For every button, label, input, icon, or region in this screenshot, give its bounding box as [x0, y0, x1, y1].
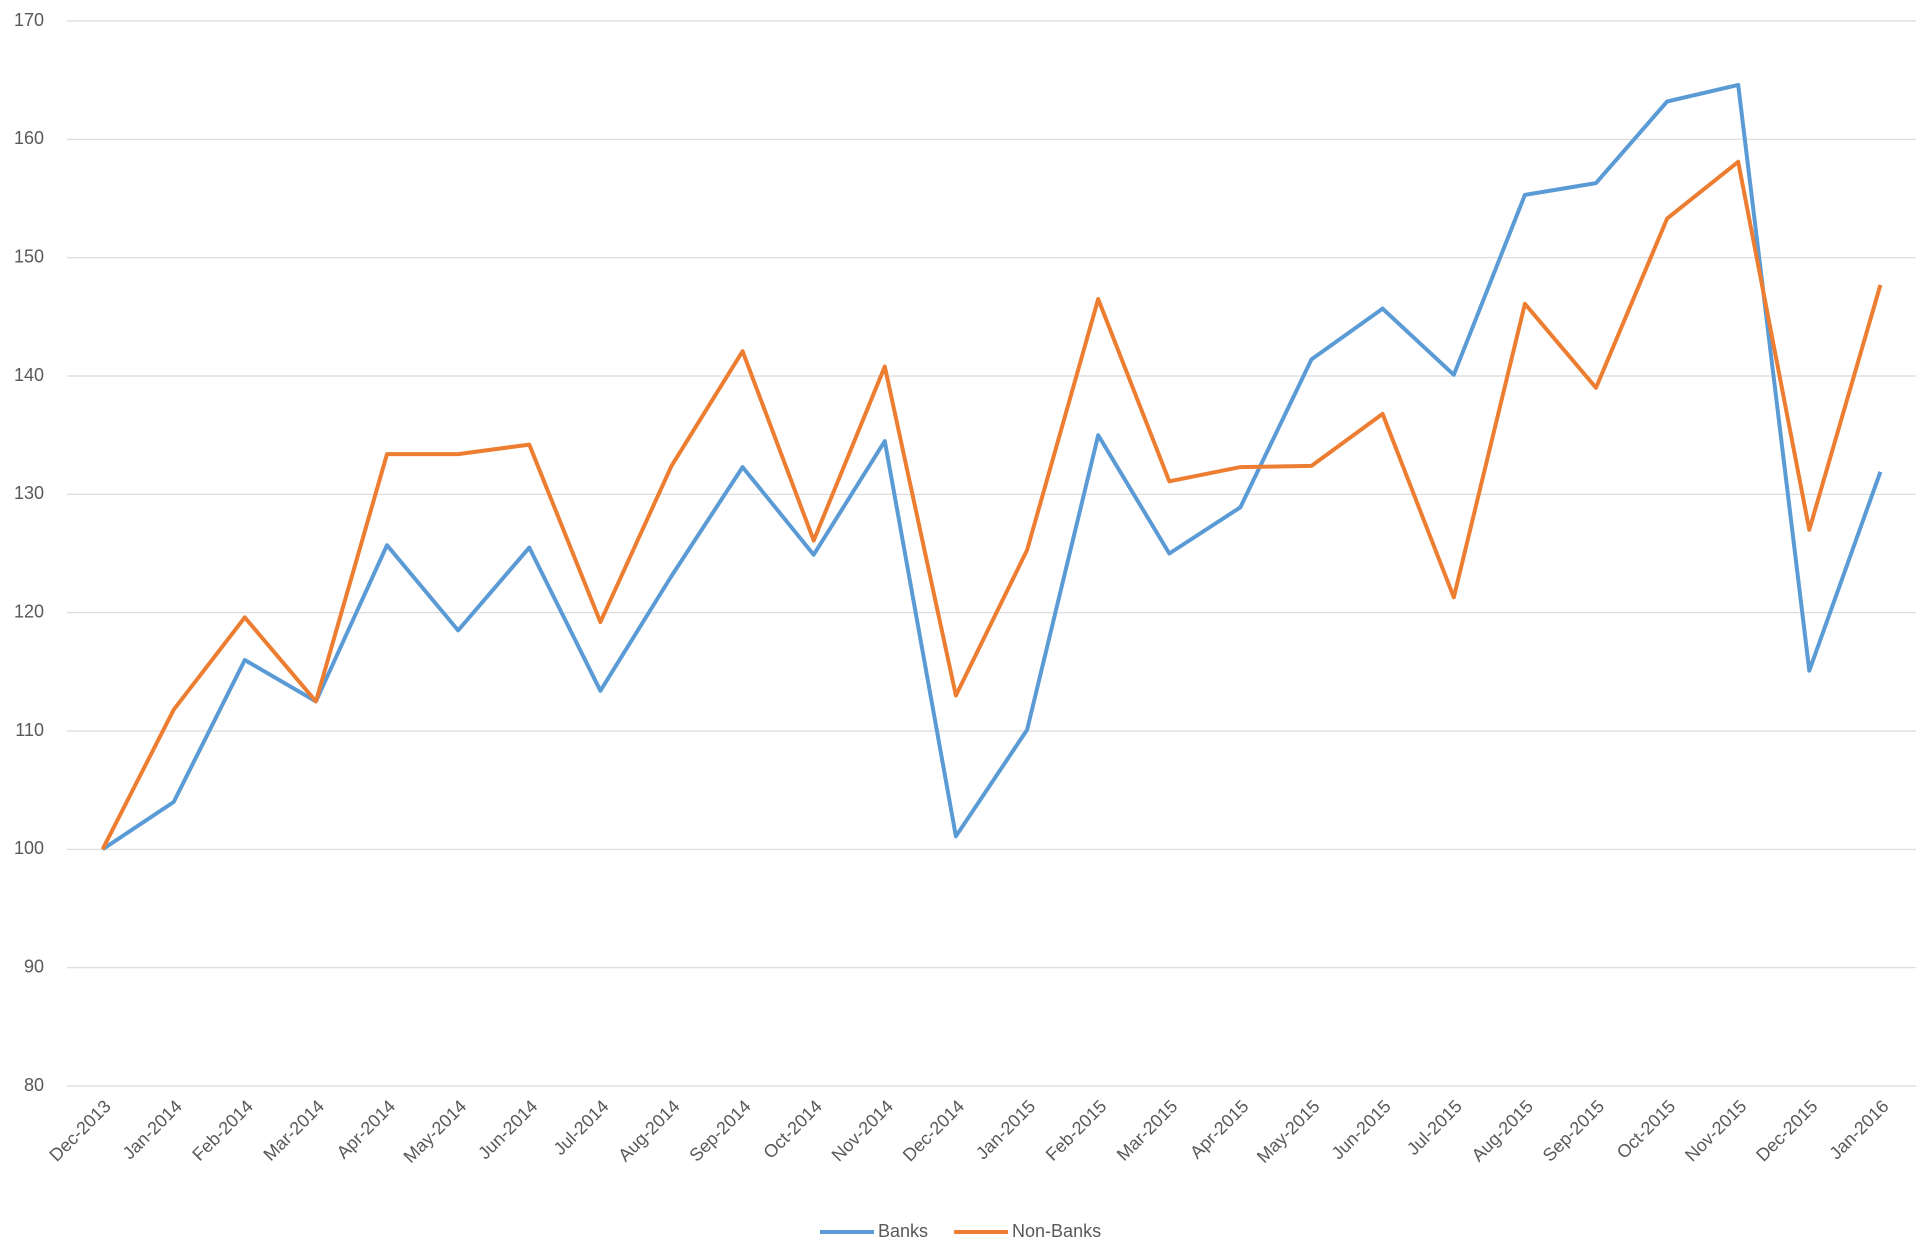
x-tick-label: Mar-2015	[1113, 1096, 1182, 1165]
x-tick-label: Apr-2014	[333, 1096, 400, 1163]
y-tick-label: 100	[14, 838, 44, 858]
x-tick-label: May-2014	[400, 1096, 471, 1167]
x-tick-label: Feb-2014	[188, 1096, 257, 1165]
y-tick-label: 110	[15, 720, 44, 740]
x-tick-label: Nov-2015	[1681, 1096, 1750, 1165]
x-tick-label: Jan-2014	[119, 1096, 186, 1163]
x-tick-label: Sep-2014	[685, 1096, 754, 1165]
y-tick-label: 80	[24, 1075, 44, 1095]
legend-label: Non-Banks	[1012, 1221, 1101, 1241]
x-tick-label: Jan-2016	[1825, 1096, 1892, 1163]
x-tick-label: Nov-2014	[828, 1096, 897, 1165]
x-tick-label: Aug-2015	[1468, 1096, 1537, 1165]
y-tick-label: 120	[14, 601, 44, 621]
x-tick-label: Sep-2015	[1539, 1096, 1608, 1165]
series-line	[101, 82, 1883, 851]
y-tick-label: 140	[14, 365, 44, 385]
y-tick-label: 160	[14, 128, 44, 148]
x-tick-label: Dec-2014	[899, 1096, 968, 1165]
x-tick-label: May-2015	[1253, 1096, 1324, 1167]
x-tick-label: Jan-2015	[972, 1096, 1039, 1163]
x-tick-label: Dec-2013	[45, 1096, 114, 1165]
x-tick-label: Jul-2014	[550, 1096, 613, 1159]
x-tick-label: Jun-2015	[1328, 1096, 1395, 1163]
x-tick-label: Oct-2014	[759, 1096, 826, 1163]
x-tick-label: Aug-2014	[614, 1096, 683, 1165]
series-line	[100, 159, 1883, 851]
x-tick-label: Feb-2015	[1042, 1096, 1111, 1165]
y-tick-label: 90	[24, 956, 44, 976]
x-tick-label: Oct-2015	[1613, 1096, 1680, 1163]
x-tick-label: Dec-2015	[1752, 1096, 1821, 1165]
y-tick-label: 150	[14, 246, 44, 266]
x-tick-label: Apr-2015	[1186, 1096, 1253, 1163]
x-tick-label: Jul-2015	[1403, 1096, 1466, 1159]
legend-label: Banks	[878, 1221, 928, 1241]
x-tick-label: Jun-2014	[474, 1096, 541, 1163]
y-tick-label: 130	[14, 483, 44, 503]
x-tick-label: Mar-2014	[259, 1096, 328, 1165]
y-tick-label: 170	[14, 10, 44, 30]
